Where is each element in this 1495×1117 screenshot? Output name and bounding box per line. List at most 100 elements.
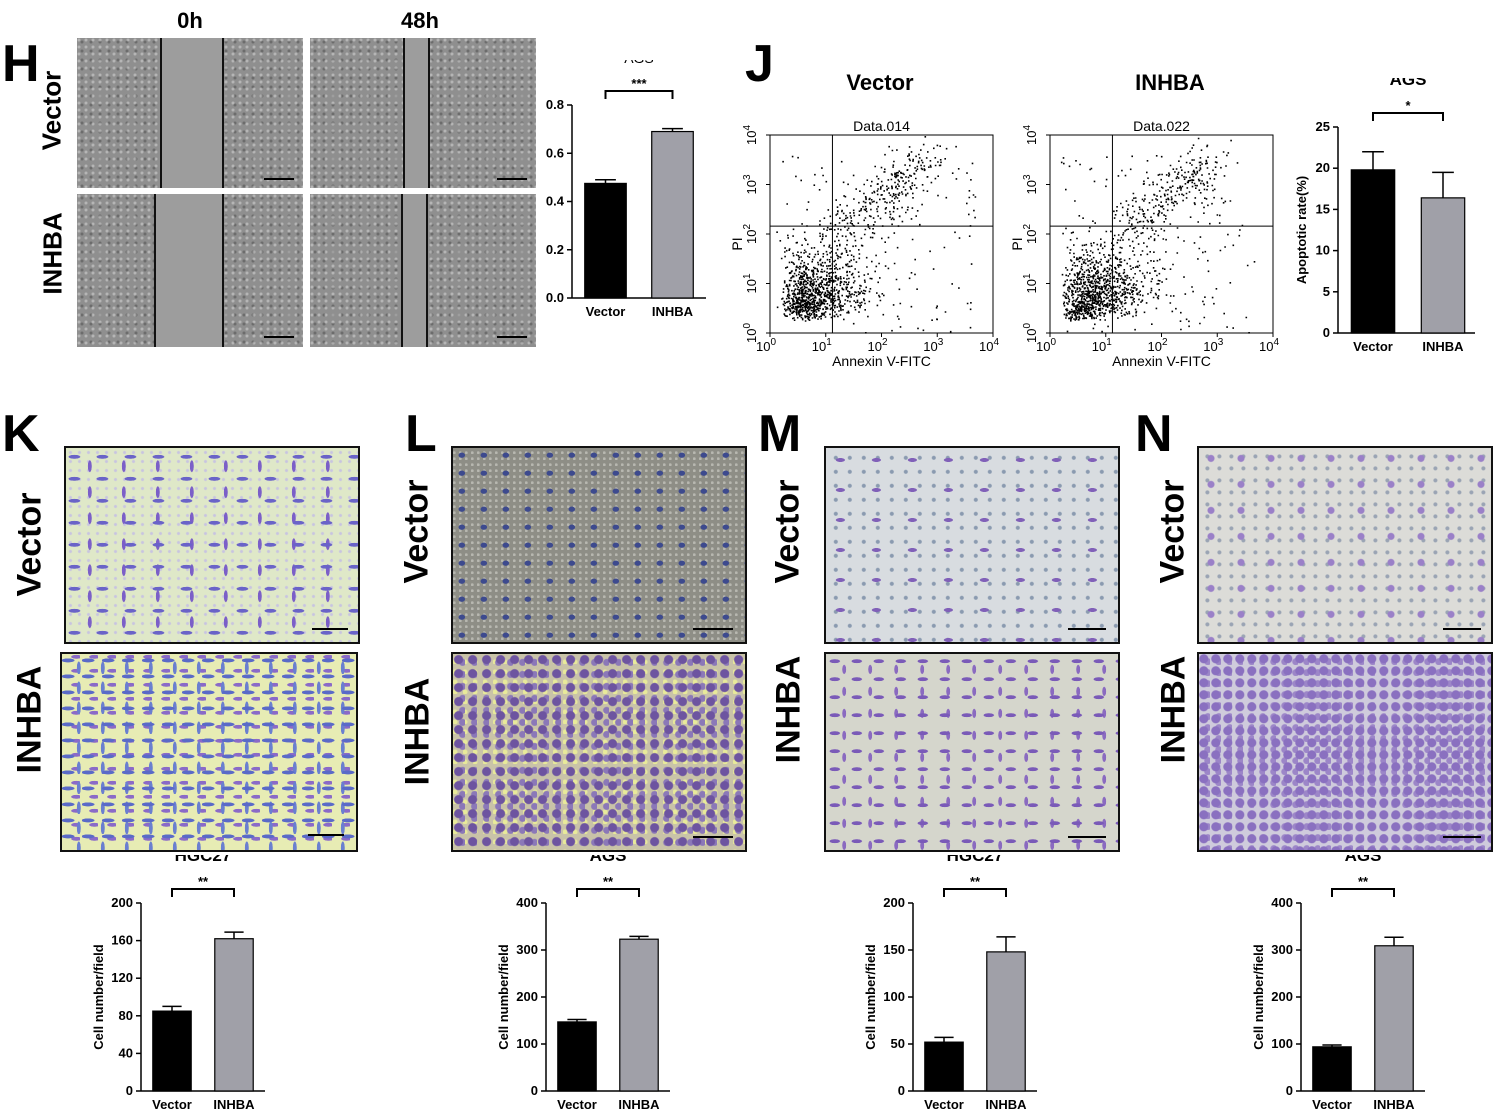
transwell-image-inhba-k [60,652,358,852]
bar-inhba [1374,945,1414,1092]
chart-j: AGS 0 5 10 15 20 25 Apoptotic rate(%) Vector INHB… [1294,78,1475,354]
col-label-inhba-j: INHBA [1135,70,1205,95]
y-tick-label: 300 [516,942,538,957]
row-label-vector-h: Vector [36,70,67,151]
flow-title: Data.014 [853,118,910,134]
transwell-image-vector-k [64,446,360,644]
x-tick-label: Vector [1312,1097,1352,1112]
significance-bracket [1372,112,1444,121]
flow-frame [769,134,994,334]
bar-inhba [619,938,659,1092]
row-label-inhba-m: INHBA [769,655,808,764]
time-label-0h: 0h [177,8,203,33]
y-tick-label: 101 [742,273,759,293]
significance-bracket [171,888,235,897]
y-tick-label: 0 [126,1083,133,1098]
flow-y-label: PI [729,237,745,250]
y-tick-label: 400 [1271,895,1293,910]
y-tick-label: 100 [883,989,905,1004]
y-tick-label: 25 [1316,119,1330,134]
y-tick-label: 120 [111,970,133,985]
y-tick-label: 150 [883,942,905,957]
row-label-inhba-l: INHBA [398,677,437,786]
bar-inhba [986,951,1026,1092]
significance-bracket [604,90,674,99]
y-tick-label: 160 [111,933,133,948]
bar-vector [557,1021,597,1092]
y-tick-label: 200 [883,895,905,910]
y-tick-label: 200 [111,895,133,910]
x-tick-label: Vector [557,1097,597,1112]
scratch-image-vector-48h [310,38,536,188]
y-tick-label: 5 [1323,284,1330,299]
x-tick-label: Vector [152,1097,192,1112]
row-label-vector-m: Vector [768,479,807,584]
row-label-vector-l: Vector [397,479,436,584]
y-tick-label: 104 [1022,125,1039,145]
y-tick-label: 103 [1022,174,1039,194]
y-tick-label: 0.0 [546,290,564,305]
chart-title: HGC27 [175,855,232,865]
y-tick-label: 300 [1271,942,1293,957]
y-tick-label: 15 [1316,201,1330,216]
y-tick-label: 0.8 [546,97,564,112]
bar-vector [1350,169,1396,334]
y-tick-label: 200 [516,989,538,1004]
flow-plot-vector: Data.014100100101101102102103103104104An… [729,118,999,369]
transwell-image-inhba-l [451,652,747,852]
x-tick-label: 100 [1036,337,1056,354]
row-label-vector-k: Vector [10,492,49,597]
y-tick-label: 0.2 [546,242,564,257]
flow-dots [1060,137,1256,334]
row-label-inhba-h: INHBA [37,212,68,295]
transwell-image-inhba-n [1197,652,1493,852]
y-tick-label: 104 [742,125,759,145]
row-label-inhba-k: INHBA [10,665,49,774]
panel-label-m: M [758,405,802,463]
significance-marker: *** [631,76,647,91]
panel-label-j: J [745,35,774,93]
chart-title: AGS [590,855,627,865]
scratch-image-inhba-48h [310,194,536,347]
flow-x-label: Annexin V-FITC [832,353,931,369]
significance-marker: ** [1358,874,1369,889]
significance-marker: ** [198,874,209,889]
significance-bracket [1331,888,1395,897]
y-tick-label: 0.4 [546,194,565,209]
scratch-image-vector-0h [77,38,303,188]
panel-label-k: K [2,405,40,463]
significance-marker: ** [970,874,981,889]
y-tick-label: 0 [531,1083,538,1098]
y-tick-label: 0 [1323,325,1330,340]
y-tick-label: 100 [742,323,759,343]
scratch-image-inhba-0h [77,194,303,347]
y-tick-label: 0.6 [546,145,564,160]
y-tick-label: 101 [1022,273,1039,293]
chart-title: AGS [1390,78,1427,89]
y-tick-label: 103 [742,174,759,194]
y-axis-label: Cell number/field [863,944,878,1050]
y-axis-label: Cell number/field [1251,944,1266,1050]
chart-title: AGS [1345,855,1382,865]
transwell-image-vector-l [451,446,747,644]
x-tick-label: INHBA [1422,339,1464,354]
bar-vector [1312,1046,1352,1092]
significance-bracket [576,888,640,897]
chart-m: HGC27 0 50 100 150 200 Cell number/field Vector… [863,855,1037,1112]
x-tick-label: 103 [923,337,943,354]
chart-k: HGC27 0 40 80 120 160 200 Cell number/field Vect… [91,855,265,1112]
x-tick-label: Vector [924,1097,964,1112]
x-tick-label: 102 [867,337,887,354]
significance-marker: * [1405,98,1411,113]
flow-frame [1049,134,1274,334]
time-label-48h: 48h [401,8,439,33]
significance-marker: ** [603,874,614,889]
bar-inhba [214,938,254,1092]
y-tick-label: 0 [898,1083,905,1098]
significance-bracket [943,888,1007,897]
y-tick-label: 0 [1286,1083,1293,1098]
flow-title: Data.022 [1133,118,1190,134]
bar-vector [584,182,627,299]
flow-x-label: Annexin V-FITC [1112,353,1211,369]
